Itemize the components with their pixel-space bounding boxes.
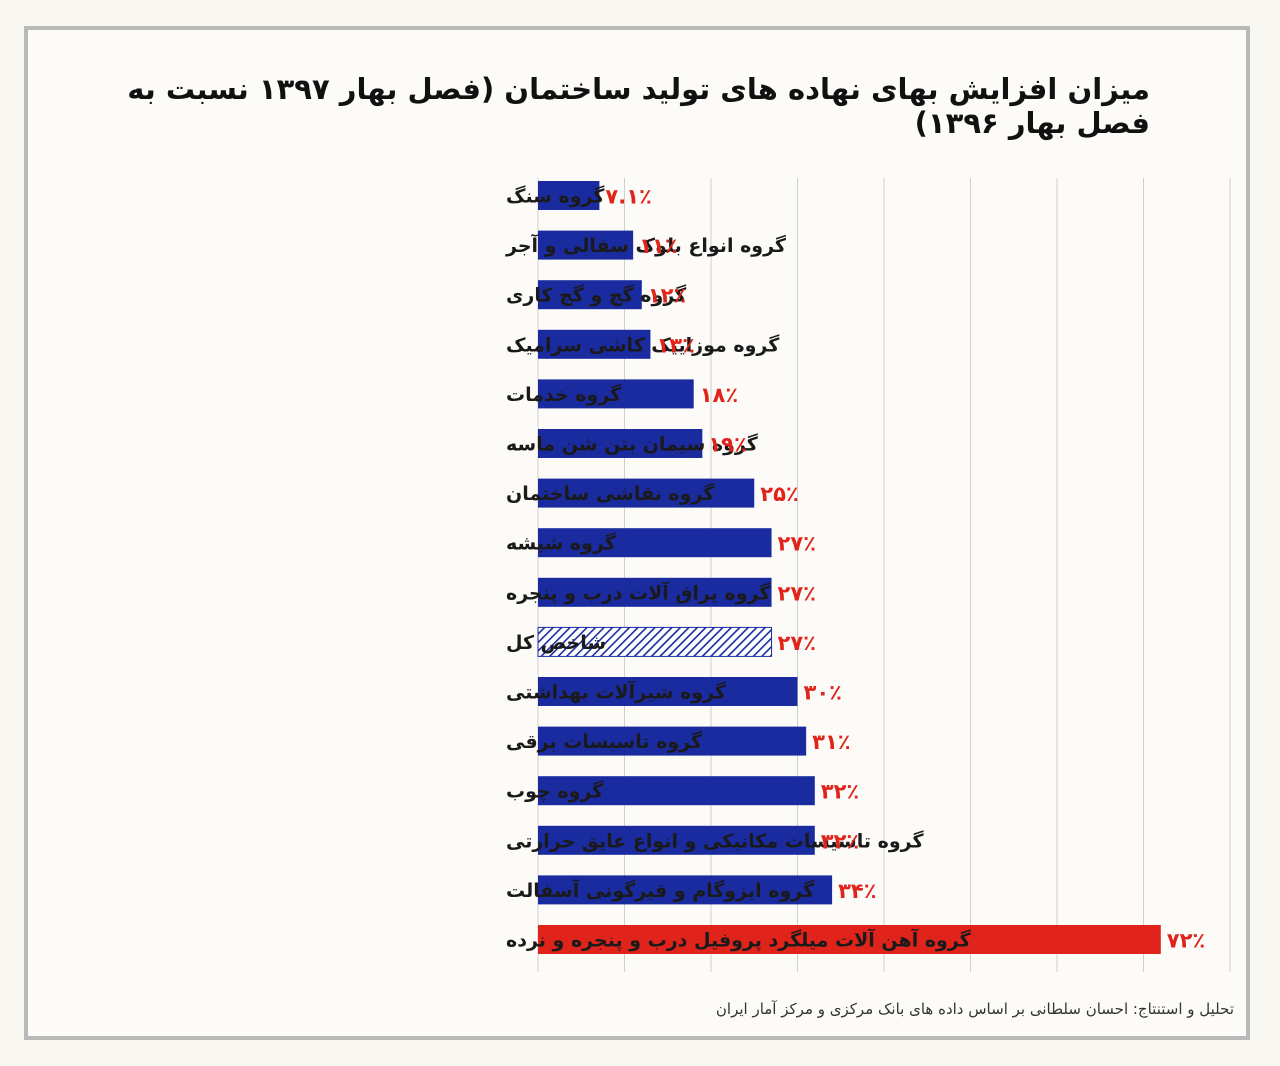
value-label: ۲۷٪ xyxy=(778,581,816,605)
category-label: گروه شیشه xyxy=(506,532,617,555)
bar xyxy=(538,776,815,806)
bar xyxy=(538,181,600,210)
value-label: ۱۸٪ xyxy=(700,383,738,407)
category-label: گروه خدمات xyxy=(506,383,622,406)
category-label: گروه سیمان بتن شن ماسه xyxy=(506,433,759,456)
category-label: گروه ایزوگام و قیرگونی آسفالت xyxy=(506,878,815,902)
bar xyxy=(538,478,755,508)
category-label: گروه آهن آلات میلگرد پروفیل درب و پنجره … xyxy=(506,928,972,952)
category-label: گروه شیرآلات بهداشتی xyxy=(506,680,727,704)
value-label: ۱۳٪ xyxy=(656,333,694,357)
bar-total-index xyxy=(537,626,773,657)
value-labels: ۷.۱٪ ۱۱٪ ۱۲٪ ۱۳٪ ۱۸٪ ۱۹٪ ۲۵٪ ۲۷٪ ۲۷٪ ۲۷٪ ۳۰٪ ۳۱٪ ۳۲٪… xyxy=(605,185,1205,953)
bar xyxy=(538,925,1161,954)
bar xyxy=(538,329,651,359)
bar xyxy=(538,379,694,409)
category-label: گروه یراق آلات درب و پنجره xyxy=(506,580,771,604)
bars xyxy=(537,181,1161,954)
category-label: گروه نقاشی ساختمان xyxy=(506,482,715,505)
bar xyxy=(538,280,642,310)
bar xyxy=(538,528,772,558)
chart-title: میزان افزایش بهای نهاده های تولید ساختما… xyxy=(127,72,1150,140)
category-labels: گروه سنگ گروه انواع بلوک سفالی و آجر گروه … xyxy=(505,185,972,952)
value-label: ۱۲٪ xyxy=(648,284,686,308)
bar xyxy=(538,825,815,855)
category-label: گروه تاسیسات مکانیکی و انواع عایق حرارتی xyxy=(506,829,924,852)
category-label: گروه سنگ xyxy=(506,185,605,208)
value-label: ۳۲٪ xyxy=(821,780,859,804)
credit-note: تحلیل و استنتاج: احسان سلطانی بر اساس دا… xyxy=(715,1000,1234,1018)
value-label: ۳۲٪ xyxy=(821,829,859,853)
value-label: ۲۷٪ xyxy=(778,532,816,556)
value-label: ۷.۱٪ xyxy=(605,185,651,209)
value-label: ۲۵٪ xyxy=(760,482,798,506)
category-label: گروه موزاییک کاشی سرامیک xyxy=(506,333,780,356)
value-label: ۱۱٪ xyxy=(639,234,677,258)
bar xyxy=(538,677,798,706)
bar xyxy=(538,230,634,260)
bar xyxy=(538,577,772,607)
bar xyxy=(538,875,833,905)
bar xyxy=(538,726,807,756)
value-label: ۷۲٪ xyxy=(1167,929,1205,953)
category-label: شاخص کل xyxy=(506,632,606,654)
value-label: ۲۷٪ xyxy=(778,631,816,655)
value-label: ۳۱٪ xyxy=(812,730,850,754)
category-label: گروه چوب xyxy=(506,780,604,803)
category-label: گروه گچ و گچ کاری xyxy=(506,284,687,307)
value-label: ۳۴٪ xyxy=(838,879,876,903)
bar xyxy=(538,429,703,458)
value-label: ۱۹٪ xyxy=(708,433,746,457)
value-label: ۳۰٪ xyxy=(804,681,842,705)
category-label: گروه انواع بلوک سفالی و آجر xyxy=(505,233,787,257)
category-label: گروه تاسیسات برقی xyxy=(506,730,703,753)
